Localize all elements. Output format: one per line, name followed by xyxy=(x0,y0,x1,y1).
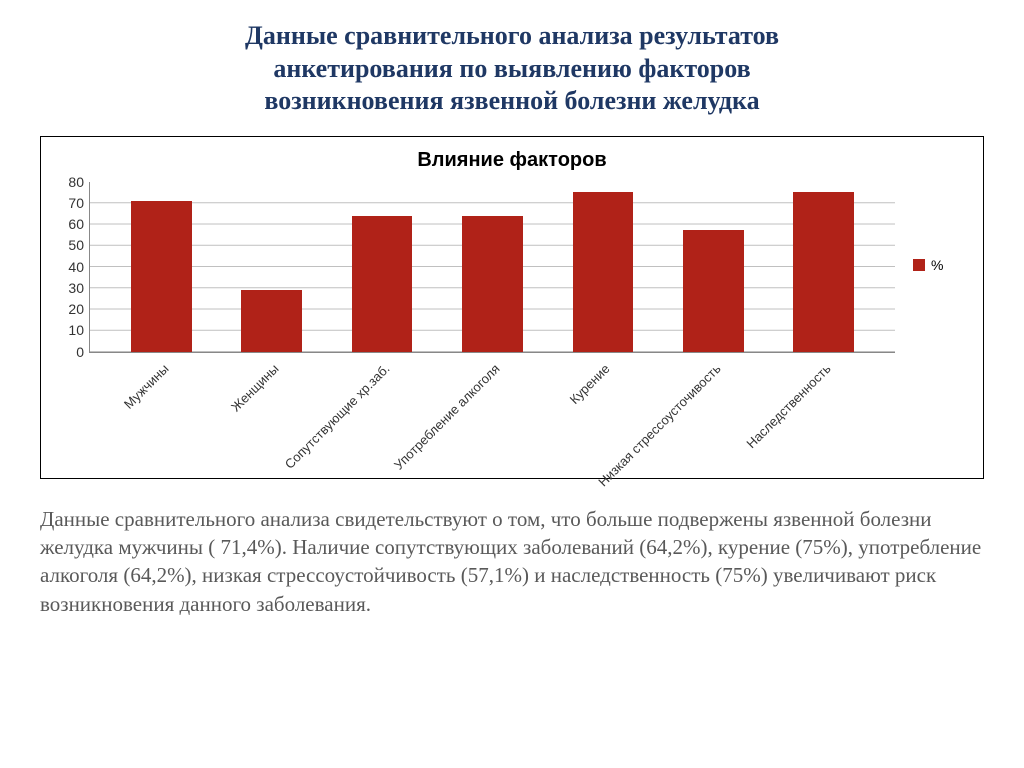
title-line2: анкетирования по выявлению факторов xyxy=(273,54,750,83)
y-tick: 0 xyxy=(76,344,84,360)
bar xyxy=(462,216,523,352)
bar-slot xyxy=(769,182,879,352)
y-tick: 20 xyxy=(68,301,84,317)
plot-area: 01020304050607080 xyxy=(89,182,895,353)
x-label-slot: Мужчины xyxy=(106,353,216,468)
y-tick: 30 xyxy=(68,280,84,296)
chart-body: 01020304050607080 МужчиныЖенщиныСопутств… xyxy=(59,182,965,468)
legend-label: % xyxy=(931,257,943,273)
y-tick: 70 xyxy=(68,195,84,211)
bar xyxy=(352,216,413,352)
chart-container: Влияние факторов 01020304050607080 Мужчи… xyxy=(40,136,984,479)
bar xyxy=(241,290,302,352)
bar-slot xyxy=(327,182,437,352)
title-line1: Данные сравнительного анализа результато… xyxy=(245,21,779,50)
bar-slot xyxy=(658,182,768,352)
x-label-slot: Наследственность xyxy=(768,353,878,468)
legend-swatch xyxy=(913,259,925,271)
y-tick: 50 xyxy=(68,237,84,253)
bar xyxy=(131,201,192,352)
bar-slot xyxy=(217,182,327,352)
bar-slot xyxy=(548,182,658,352)
bars-row xyxy=(90,182,895,352)
title-line3: возникновения язвенной болезни желудка xyxy=(264,86,759,115)
bar xyxy=(793,192,854,351)
bar-slot xyxy=(437,182,547,352)
bar xyxy=(573,192,634,351)
chart-title: Влияние факторов xyxy=(59,149,965,172)
y-tick: 80 xyxy=(68,174,84,190)
x-axis-labels: МужчиныЖенщиныСопутствующие хр.заб.Употр… xyxy=(89,353,895,468)
plot-wrap: 01020304050607080 МужчиныЖенщиныСопутств… xyxy=(59,182,895,468)
y-tick: 40 xyxy=(68,259,84,275)
bar xyxy=(683,230,744,351)
caption-text: Данные сравнительного анализа свидетельс… xyxy=(40,505,984,618)
x-label-slot: Низкая стрессоусточивость xyxy=(658,353,768,468)
y-tick: 60 xyxy=(68,216,84,232)
y-tick: 10 xyxy=(68,322,84,338)
bar-slot xyxy=(106,182,216,352)
x-axis-label: Женщины xyxy=(228,361,282,415)
legend: % xyxy=(895,182,965,273)
slide-title: Данные сравнительного анализа результато… xyxy=(60,20,964,118)
x-axis-label: Курение xyxy=(567,361,613,407)
x-label-slot: Употребление алкоголя xyxy=(437,353,547,468)
x-axis-label: Мужчины xyxy=(121,361,172,412)
